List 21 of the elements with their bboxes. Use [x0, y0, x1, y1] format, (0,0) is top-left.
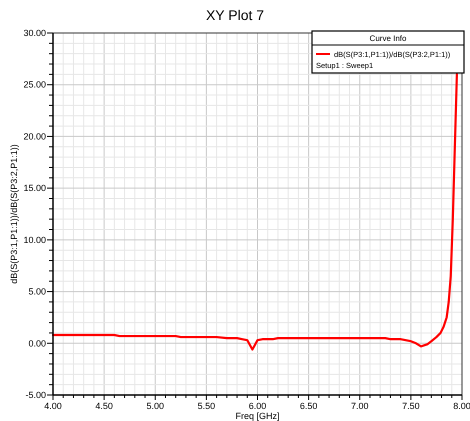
y-tick-label: 30.00	[23, 28, 46, 38]
x-tick-label: 4.00	[44, 401, 62, 411]
x-tick-label: 5.00	[146, 401, 164, 411]
y-tick-label: 5.00	[28, 286, 46, 297]
x-tick-label: 7.50	[402, 401, 420, 411]
x-tick-label: 4.50	[95, 401, 113, 411]
x-tick-label: 6.50	[300, 401, 318, 411]
y-tick-label: 15.00	[23, 183, 46, 194]
x-tick-label: 7.00	[350, 401, 369, 411]
y-tick-label: 25.00	[23, 80, 46, 90]
line-series	[52, 73, 458, 351]
y-tick-label: 0.00	[28, 338, 46, 348]
y-tick-label: 10.00	[23, 234, 46, 245]
chart-title: XY Plot 7	[206, 7, 264, 23]
x-tick-label: 5.50	[198, 401, 216, 411]
legend-title: Curve Info	[370, 34, 408, 43]
x-axis-title: Freq [GHz]	[235, 411, 280, 421]
x-tick-label: 6.00	[248, 401, 266, 411]
y-tick-label: -5.00	[25, 390, 46, 400]
y-tick-label: 20.00	[23, 131, 46, 142]
y-axis-title: dB(S(P3:1,P1:1))/dB(S(P3:2,P1:1))	[9, 144, 19, 284]
